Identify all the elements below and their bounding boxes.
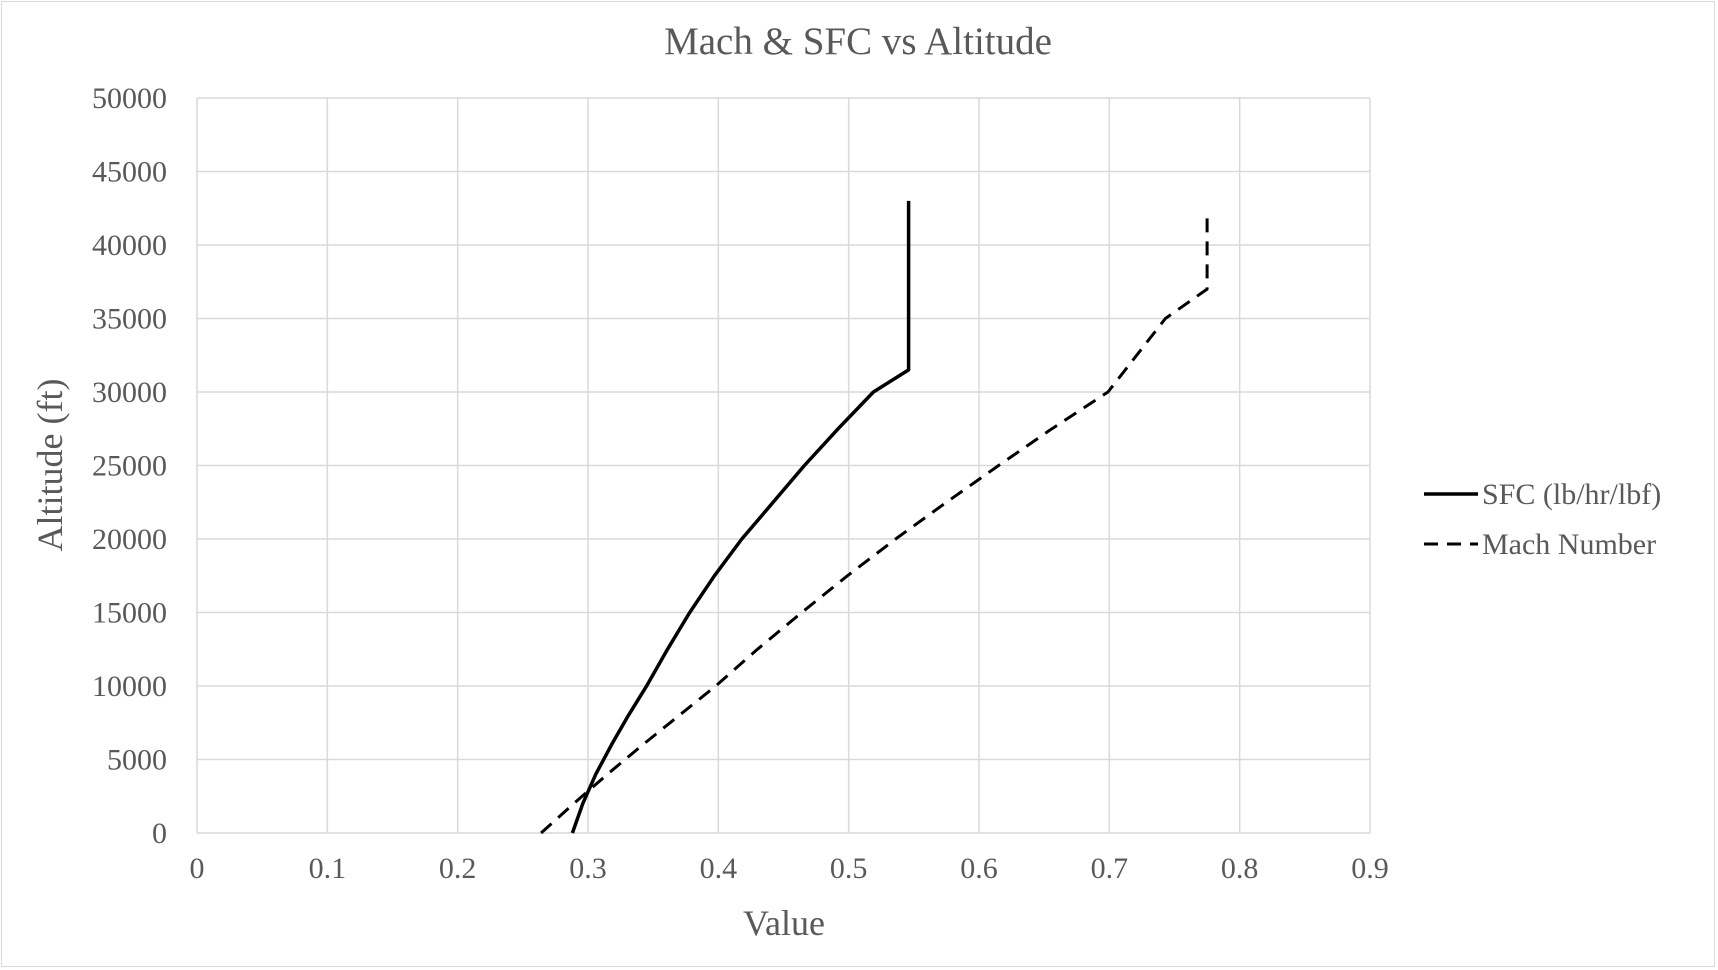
x-tick-label: 0.2 — [439, 852, 477, 885]
x-axis-title: Value — [743, 903, 825, 943]
legend-label-mach: Mach Number — [1482, 528, 1656, 561]
plot-area — [540, 200, 1209, 835]
y-tick-label: 40000 — [92, 229, 167, 262]
x-tick-label: 0.5 — [830, 852, 868, 885]
x-tick-label: 0.8 — [1221, 852, 1259, 885]
y-tick-label: 35000 — [92, 303, 167, 336]
y-tick-label: 30000 — [92, 376, 167, 409]
legend-label-sfc: SFC (lb/hr/lbf) — [1482, 478, 1661, 511]
legend: SFC (lb/hr/lbf) Mach Number — [1424, 478, 1661, 561]
y-tick-label: 50000 — [92, 82, 167, 115]
series-line-mach — [540, 215, 1209, 835]
y-tick-label: 25000 — [92, 450, 167, 483]
x-tick-label: 0.7 — [1091, 852, 1129, 885]
x-tick-label: 0.3 — [569, 852, 607, 885]
y-tick-label: 45000 — [92, 156, 167, 189]
x-tick-label: 0.1 — [309, 852, 347, 885]
y-tick-label: 5000 — [107, 744, 167, 777]
y-tick-label: 20000 — [92, 523, 167, 556]
x-tick-label: 0.4 — [700, 852, 738, 885]
x-axis-ticks: 0 0.1 0.2 0.3 0.4 0.5 0.6 0.7 0.8 0.9 — [190, 852, 1389, 885]
x-tick-label: 0.9 — [1351, 852, 1389, 885]
y-tick-label: 15000 — [92, 597, 167, 630]
x-tick-label: 0.6 — [960, 852, 998, 885]
y-tick-label: 0 — [152, 817, 167, 850]
chart-title: Mach & SFC vs Altitude — [664, 20, 1052, 63]
y-axis-ticks: 0 5000 10000 15000 20000 25000 30000 35000 40000… — [92, 82, 167, 850]
y-axis-title: Altitude (ft) — [30, 379, 70, 552]
series-line-sfc — [570, 200, 911, 834]
gridlines — [196, 97, 1371, 834]
x-tick-label: 0 — [190, 852, 205, 885]
y-tick-label: 10000 — [92, 670, 167, 703]
